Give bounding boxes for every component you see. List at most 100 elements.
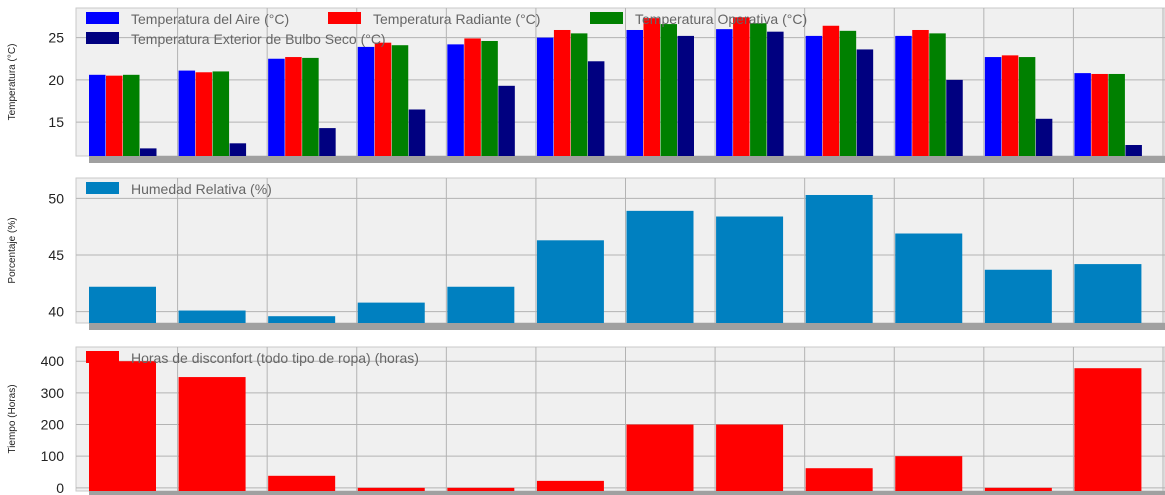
bar (536, 37, 554, 156)
bar (805, 194, 873, 323)
y-tick-label: 100 (41, 448, 65, 464)
bar (805, 468, 873, 491)
bar (447, 44, 464, 156)
bar (895, 35, 912, 157)
bar (447, 487, 515, 491)
legend: Humedad Relativa (%) (86, 181, 272, 197)
bar (464, 38, 481, 157)
x-axis-floor (89, 323, 1165, 330)
legend-label: Horas de disconfort (todo tipo de ropa) … (131, 350, 419, 366)
bar (716, 216, 784, 323)
bar (391, 45, 409, 157)
bar (89, 361, 156, 491)
bar (912, 29, 929, 156)
bar (1125, 145, 1142, 156)
bar (408, 109, 426, 156)
legend-swatch (86, 351, 119, 363)
bar (319, 128, 336, 156)
y-tick-label: 0 (56, 480, 64, 495)
bar (716, 29, 733, 157)
bar (805, 35, 823, 157)
y-tick-label: 15 (48, 114, 64, 130)
y-tick-label: 20 (48, 72, 64, 88)
bar (536, 240, 604, 323)
bar (268, 58, 285, 156)
x-axis-floor (89, 491, 1165, 495)
y-tick-label: 25 (48, 30, 64, 46)
bar (895, 456, 963, 491)
bar (839, 30, 857, 156)
bar (733, 17, 750, 156)
legend-swatch (86, 32, 119, 44)
chart-panel-3: 0 100 200 300 400 Tiempo (Horas) Horas de disc… (7, 346, 1165, 495)
legend: Temperatura del Aire (°C) Temperatura Rad… (86, 11, 807, 47)
bar (626, 29, 643, 156)
bar (481, 40, 498, 156)
legend-label: Temperatura Exterior de Bulbo Seco (°C) (131, 31, 386, 47)
legend-label: Humedad Relativa (%) (131, 181, 272, 197)
x-axis-floor (89, 156, 1165, 163)
bar (643, 18, 660, 156)
bar (195, 72, 213, 156)
bar (178, 70, 196, 156)
bar (268, 316, 336, 323)
bar (498, 85, 515, 156)
y-tick-label: 45 (48, 247, 64, 263)
bar (946, 79, 963, 156)
y-tick-label: 300 (41, 385, 65, 401)
y-axis-label: Tiempo (Horas) (7, 384, 18, 453)
bar (1001, 55, 1019, 156)
bar (178, 377, 246, 491)
bar (106, 75, 123, 156)
bar (767, 31, 784, 156)
bar (357, 487, 425, 491)
bar (856, 49, 874, 156)
bar (285, 57, 302, 156)
bar (140, 148, 157, 156)
bar (750, 23, 767, 157)
legend-label: Temperatura Radiante (°C) (373, 11, 540, 27)
bar (357, 46, 375, 156)
bar (89, 286, 156, 323)
y-tick-label: 400 (41, 353, 65, 369)
y-axis-label: Temperatura (°C) (7, 44, 18, 121)
y-tick-label: 200 (41, 417, 65, 433)
legend: Horas de disconfort (todo tipo de ropa) … (86, 350, 419, 366)
y-tick-label: 40 (48, 304, 64, 320)
bar (1108, 73, 1125, 156)
bar (895, 233, 963, 323)
y-tick-label: 50 (48, 190, 64, 206)
bar (984, 57, 1002, 156)
bar (1018, 57, 1036, 156)
bar (660, 24, 677, 156)
bar (677, 35, 694, 157)
bar (822, 25, 840, 157)
y-axis-label: Porcentaje (%) (7, 217, 18, 283)
bar (1074, 73, 1091, 156)
bar (212, 71, 230, 156)
bar (1091, 73, 1108, 156)
legend-swatch (86, 12, 119, 24)
bar (123, 74, 140, 156)
chart-panel-2: 40 45 50 Porcentaje (%) Humedad Relativa (%) (7, 177, 1165, 330)
bar (984, 487, 1052, 491)
bar (268, 475, 336, 491)
bar (374, 42, 392, 156)
bar (1074, 368, 1142, 491)
bar (587, 61, 605, 156)
legend-swatch (590, 12, 623, 24)
bar (89, 74, 106, 156)
bar (302, 57, 319, 157)
bar (536, 480, 604, 491)
bar (984, 269, 1052, 323)
bar (553, 29, 571, 156)
bar (1074, 264, 1142, 323)
legend-swatch (328, 12, 361, 24)
legend-label: Temperatura Operativa (°C) (635, 11, 807, 27)
bar (1035, 118, 1053, 156)
bar (570, 33, 588, 156)
bar (178, 310, 246, 323)
legend-label: Temperatura del Aire (°C) (131, 11, 289, 27)
bar (357, 302, 425, 323)
chart-panel-1: 15 20 25 Temperatura (°C) Temperatura del Ai… (7, 7, 1165, 163)
